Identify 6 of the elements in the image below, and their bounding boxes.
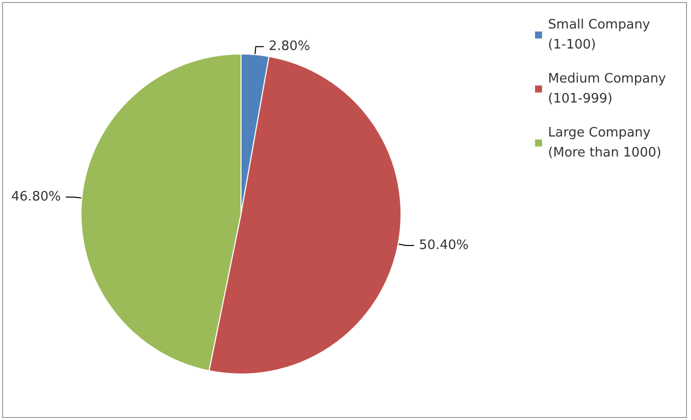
data-label: 46.80% (11, 190, 61, 205)
legend-label: Large Company (More than 1000) (548, 126, 662, 160)
legend-label: Medium Company (101-999) (548, 72, 666, 106)
legend-label: Small Company (1-100) (548, 18, 650, 52)
data-label: 2.80% (268, 39, 310, 54)
data-label: 50.40% (419, 238, 469, 253)
